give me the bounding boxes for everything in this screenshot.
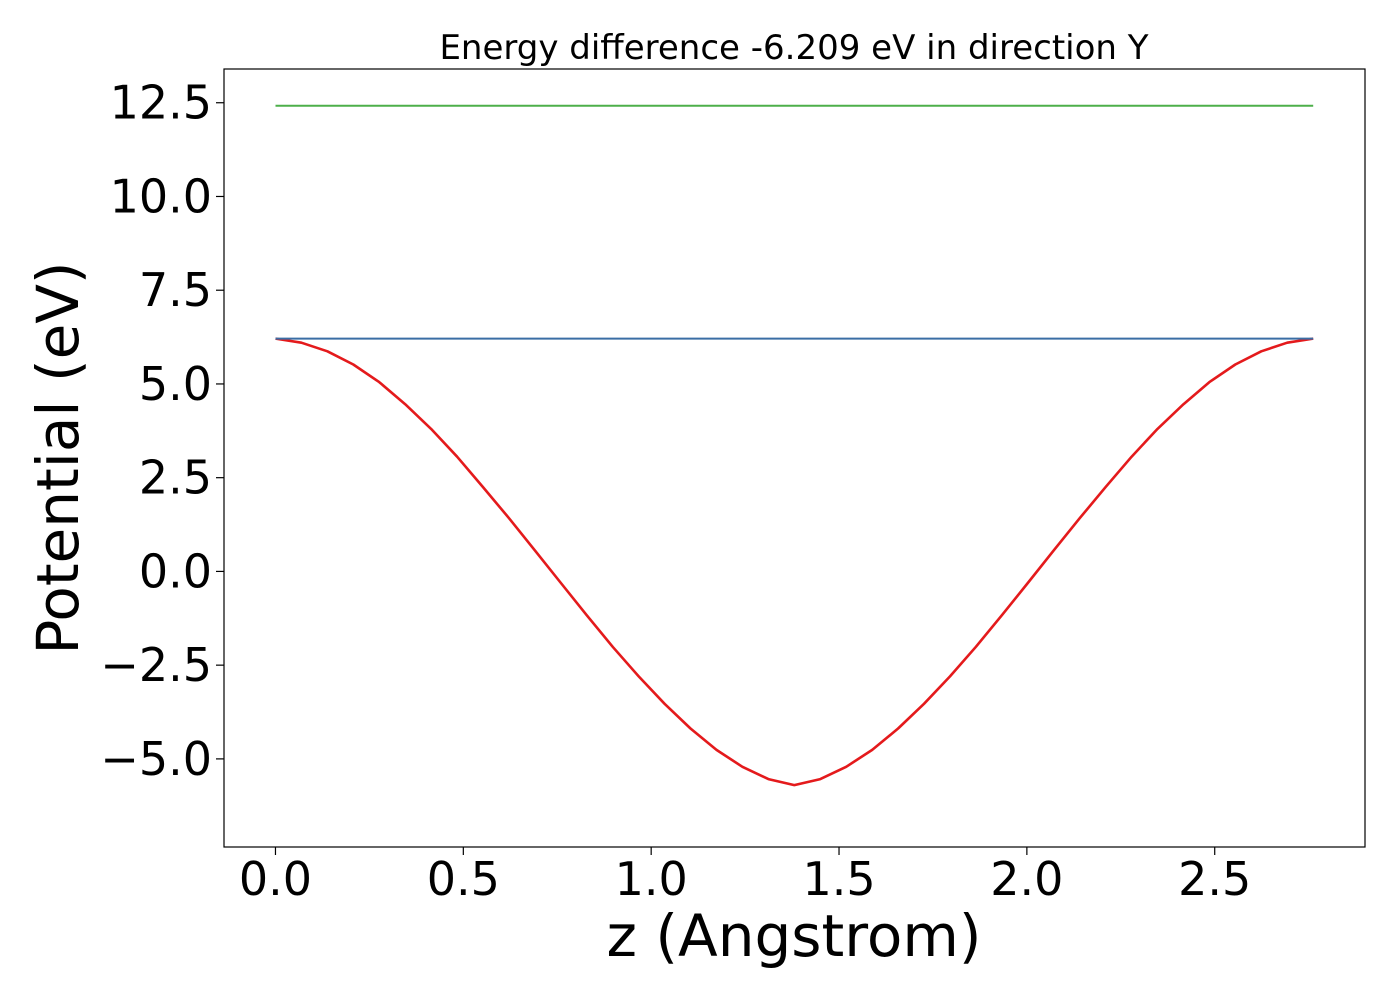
chart-title: Energy difference -6.209 eV in direction… (439, 28, 1148, 68)
y-tick-label: 7.5 (139, 263, 212, 317)
plot-frame (223, 68, 1366, 848)
x-tick-label: 2.5 (1178, 852, 1251, 906)
y-tick-label: 2.5 (139, 451, 212, 505)
x-tick-label: 2.0 (990, 852, 1063, 906)
y-tick-label: −5.0 (100, 732, 212, 786)
y-tick-label: 0.0 (139, 544, 212, 598)
y-tick-label: −2.5 (100, 638, 212, 692)
y-tick-label: 5.0 (139, 357, 212, 411)
x-axis-label: z (Angstrom) (607, 902, 982, 970)
series-line-potential (275, 337, 1314, 787)
y-axis: −5.0 −2.5 0.0 2.5 5.0 7.5 10.0 12.5 (100, 76, 224, 786)
y-tick-label: 10.0 (110, 169, 212, 223)
y-axis-label: Potential (eV) (24, 261, 92, 654)
x-axis: 0.0 0.5 1.0 1.5 2.0 2.5 (239, 847, 1251, 906)
x-tick-label: 0.5 (427, 852, 500, 906)
series-layer (275, 104, 1314, 787)
x-tick-label: 1.5 (802, 852, 875, 906)
y-tick-label: 12.5 (110, 76, 212, 130)
x-tick-label: 1.0 (615, 852, 688, 906)
x-tick-label: 0.0 (239, 852, 312, 906)
